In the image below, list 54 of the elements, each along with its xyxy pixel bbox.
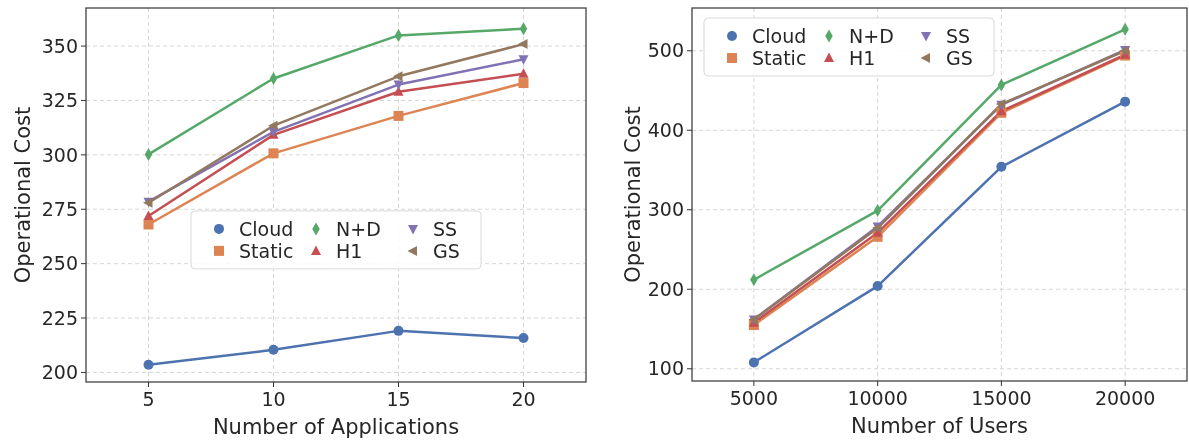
x-tick-label: 5000 bbox=[729, 387, 779, 409]
legend-label: N+D bbox=[336, 217, 381, 240]
point bbox=[996, 161, 1007, 172]
y-tick-label: 300 bbox=[647, 198, 684, 221]
point bbox=[518, 55, 529, 65]
y-axis-title: Operational Cost bbox=[621, 106, 645, 283]
point bbox=[268, 148, 279, 159]
x-tick-label: 10 bbox=[261, 388, 286, 410]
legend-label: GS bbox=[433, 239, 460, 262]
legend-label: H1 bbox=[336, 239, 363, 262]
point bbox=[518, 333, 529, 344]
x-tick-label: 10000 bbox=[847, 387, 908, 409]
y-tick-label: 275 bbox=[41, 197, 78, 220]
point bbox=[393, 325, 404, 336]
x-tick-label: 20 bbox=[511, 388, 536, 410]
legend-label: Static bbox=[752, 46, 807, 69]
x-axis-title: Number of Applications bbox=[212, 415, 460, 439]
point bbox=[143, 210, 154, 220]
point bbox=[518, 78, 529, 89]
y-tick-label: 400 bbox=[647, 118, 684, 141]
y-tick-label: 300 bbox=[41, 143, 78, 166]
legend-label: N+D bbox=[849, 24, 894, 47]
point bbox=[872, 281, 883, 292]
x-tick-label: 15 bbox=[386, 388, 411, 410]
point bbox=[268, 120, 278, 131]
y-tick-label: 100 bbox=[647, 357, 684, 380]
point bbox=[143, 359, 154, 370]
point bbox=[518, 39, 528, 50]
legend-label: H1 bbox=[849, 46, 876, 69]
point bbox=[1120, 96, 1131, 107]
y-tick-label: 500 bbox=[647, 39, 684, 62]
legend-label: Cloud bbox=[752, 24, 807, 47]
x-axis-title: Number of Users bbox=[851, 414, 1028, 438]
y-tick-label: 250 bbox=[41, 252, 78, 275]
y-tick-label: 325 bbox=[41, 89, 78, 112]
y-tick-label: 350 bbox=[41, 34, 78, 57]
point bbox=[268, 344, 279, 355]
legend-label: Cloud bbox=[239, 217, 294, 240]
legend-label: GS bbox=[946, 46, 973, 69]
y-tick-label: 200 bbox=[41, 361, 78, 384]
legend-label: SS bbox=[946, 24, 971, 47]
x-tick-label: 20000 bbox=[1094, 387, 1156, 409]
legend-label: SS bbox=[433, 217, 458, 240]
x-tick-label: 15000 bbox=[971, 387, 1032, 409]
x-tick-label: 5 bbox=[142, 388, 155, 410]
point bbox=[748, 357, 759, 368]
legend-label: Static bbox=[239, 239, 294, 262]
point bbox=[143, 219, 154, 230]
y-axis-title: Operational Cost bbox=[11, 106, 35, 284]
point bbox=[393, 110, 404, 121]
y-tick-label: 200 bbox=[647, 277, 684, 300]
point bbox=[393, 71, 403, 82]
point bbox=[518, 68, 529, 78]
y-tick-label: 225 bbox=[41, 306, 78, 329]
